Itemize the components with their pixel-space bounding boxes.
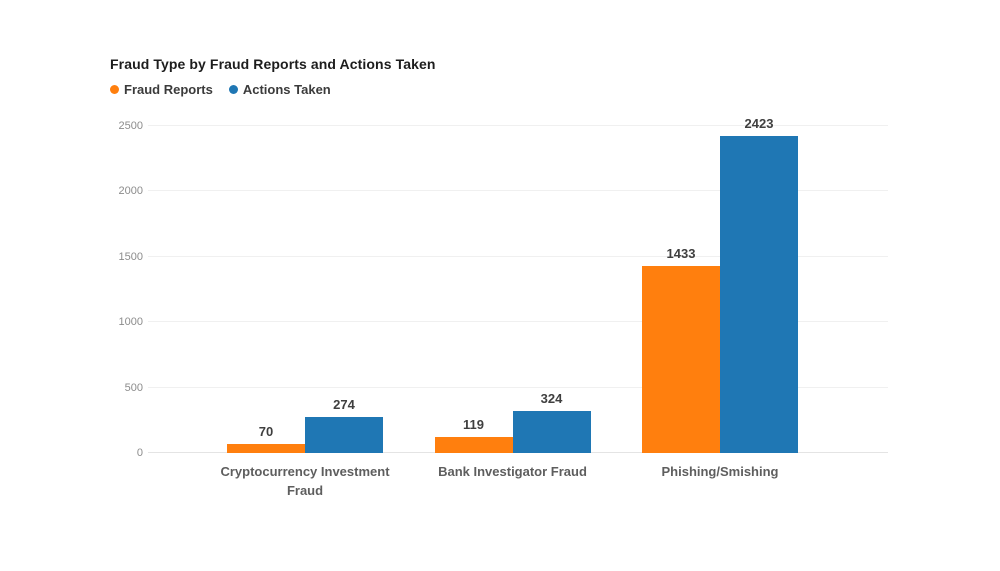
bar-actions-taken[interactable] <box>720 136 798 453</box>
bar-column: 274 <box>305 397 383 453</box>
x-axis-category-label: Bank Investigator Fraud <box>438 464 587 479</box>
bar-fraud-reports[interactable] <box>227 444 305 453</box>
bar-group-2: 119 324 <box>434 126 591 453</box>
bar-actions-taken[interactable] <box>305 417 383 453</box>
data-label: 274 <box>333 397 355 412</box>
bar-column: 324 <box>512 391 591 453</box>
chart-title: Fraud Type by Fraud Reports and Actions … <box>110 56 436 72</box>
y-axis-tick-1000: 1000 <box>118 316 143 329</box>
plot-area: 70 274 119 324 1433 2423 <box>148 116 888 453</box>
bar-group-1: 70 274 <box>227 126 383 453</box>
data-label: 1433 <box>666 246 696 261</box>
bar-column: 70 <box>227 424 305 453</box>
x-axis-category-label: Cryptocurrency Investment Fraud <box>220 464 390 498</box>
gridline-2000 <box>148 190 888 192</box>
y-axis-tick-1500: 1500 <box>118 250 143 263</box>
bar-fraud-reports[interactable] <box>642 266 720 453</box>
legend: Fraud Reports Actions Taken <box>110 82 331 97</box>
bar-group-3: 1433 2423 <box>642 116 798 453</box>
gridline-1000 <box>148 321 888 323</box>
legend-dot-fraud-reports-icon <box>110 85 119 94</box>
y-axis-tick-2500: 2500 <box>118 120 143 132</box>
data-label: 119 <box>463 417 484 432</box>
bar-column: 119 <box>434 417 513 453</box>
legend-label-actions-taken: Actions Taken <box>242 82 331 97</box>
y-axis-tick-2000: 2000 <box>118 185 143 198</box>
bar-actions-taken[interactable] <box>512 411 591 453</box>
legend-item-fraud-reports[interactable]: Fraud Reports <box>110 82 213 97</box>
gridline-2500 <box>148 125 888 126</box>
bar-column: 2423 <box>720 116 798 453</box>
y-axis-tick-0: 0 <box>136 447 143 459</box>
data-label: 70 <box>258 424 274 439</box>
x-axis-category-label: Phishing/Smishing <box>661 464 779 479</box>
data-label: 2423 <box>744 116 774 131</box>
data-label: 324 <box>540 391 563 406</box>
gridline-500 <box>148 386 888 388</box>
legend-item-actions-taken[interactable]: Actions Taken <box>228 82 331 97</box>
bar-column: 1433 <box>642 246 720 453</box>
bar-fraud-reports[interactable] <box>434 437 513 453</box>
legend-label-fraud-reports: Fraud Reports <box>124 82 213 97</box>
legend-dot-actions-taken-icon <box>228 85 238 94</box>
y-axis-tick-500: 500 <box>124 381 143 394</box>
gridline-1500 <box>148 255 888 257</box>
